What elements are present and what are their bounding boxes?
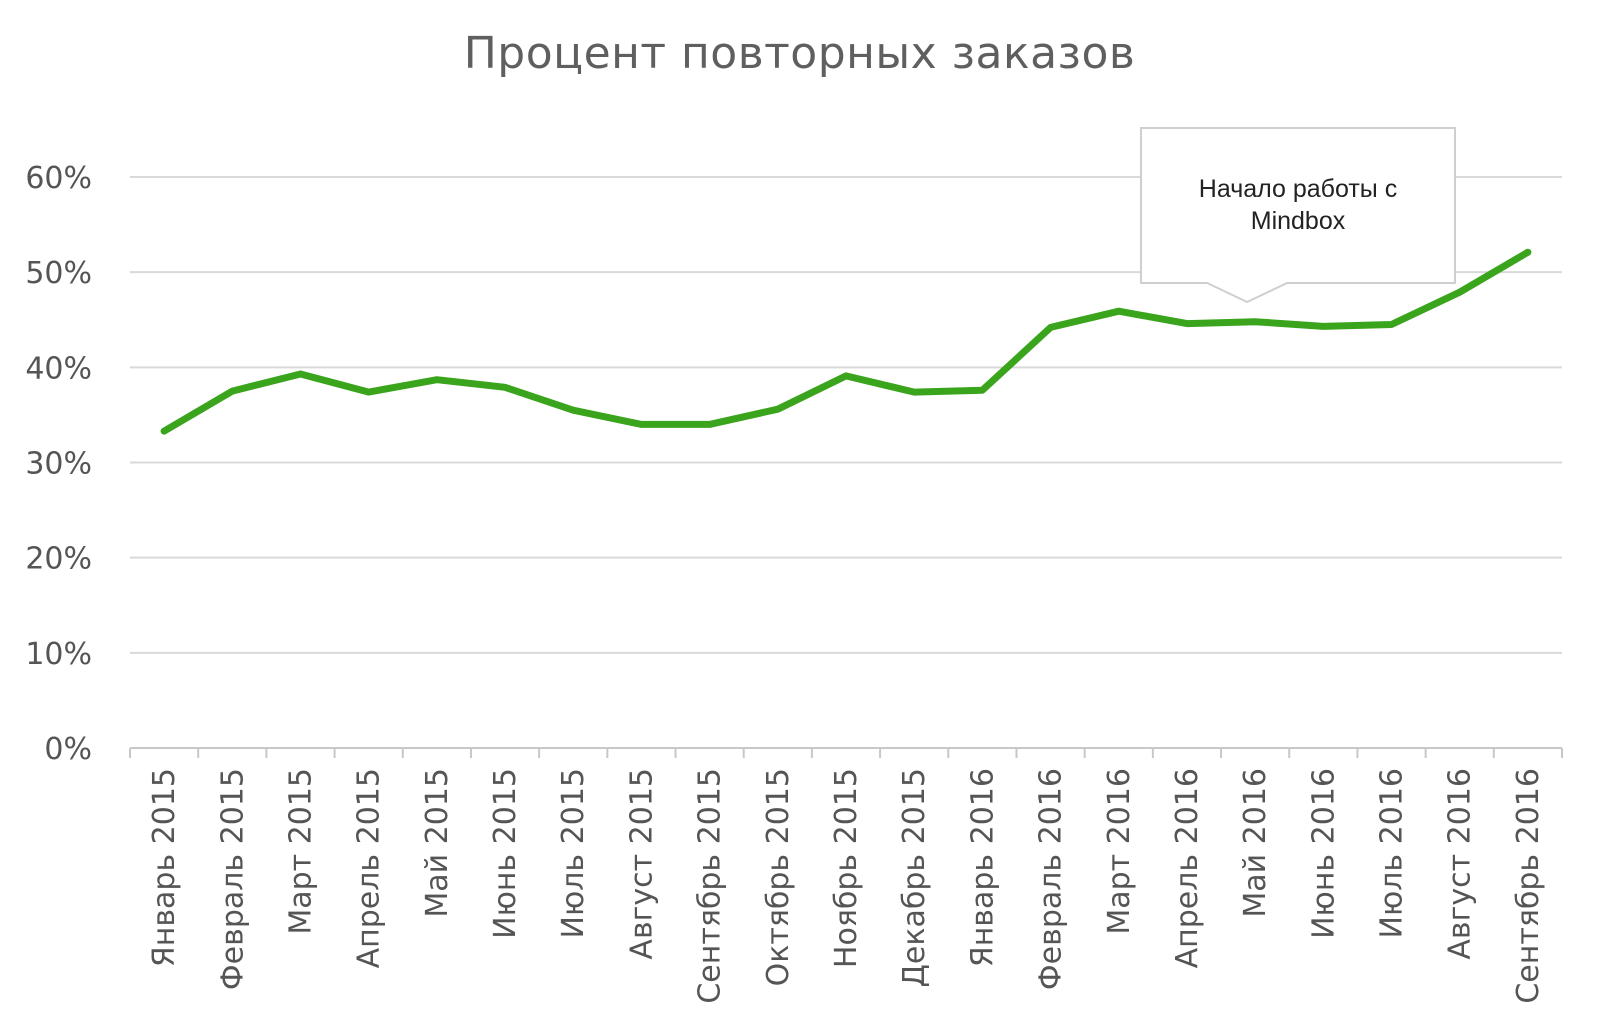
- chart-title: Процент повторных заказов: [463, 28, 1136, 79]
- x-tick-label: Сентябрь 2016: [1511, 768, 1546, 1004]
- annotation-text: Mindbox: [1251, 207, 1346, 235]
- y-tick-label: 50%: [25, 256, 92, 291]
- x-tick-label: Ноябрь 2015: [829, 768, 864, 968]
- x-tick-label: Февраль 2016: [1034, 768, 1069, 990]
- y-tick-label: 60%: [25, 161, 92, 196]
- x-tick-label: Сентябрь 2015: [693, 768, 728, 1004]
- y-tick-label: 0%: [44, 732, 92, 767]
- x-tick-label: Январь 2015: [147, 768, 182, 967]
- x-tick-label: Декабрь 2015: [897, 768, 932, 988]
- annotation-callout: [1140, 127, 1456, 304]
- y-tick-label: 30%: [25, 447, 92, 482]
- x-tick-label: Март 2016: [1102, 768, 1137, 935]
- x-tick-label: Июль 2015: [556, 768, 591, 938]
- x-tick-label: Январь 2016: [965, 768, 1000, 967]
- series-line: [160, 248, 1532, 435]
- x-tick-label: Май 2016: [1238, 768, 1273, 918]
- x-tick-label: Июнь 2016: [1306, 768, 1341, 939]
- annotation-text: Начало работы с: [1199, 175, 1397, 203]
- x-tick-label: Апрель 2015: [352, 768, 387, 968]
- y-tick-label: 10%: [25, 637, 92, 672]
- x-tick-label: Август 2015: [624, 768, 659, 960]
- x-tick-label: Август 2016: [1443, 768, 1478, 960]
- x-tick-label: Октябрь 2015: [761, 768, 796, 986]
- x-tick-label: Апрель 2016: [1170, 768, 1205, 968]
- y-tick-label: 40%: [25, 351, 92, 386]
- x-tick-label: Март 2015: [283, 768, 318, 935]
- x-tick-label: Июнь 2015: [488, 768, 523, 939]
- x-tick-label: Июль 2016: [1375, 768, 1410, 938]
- y-tick-label: 20%: [25, 542, 92, 577]
- x-tick-label: Февраль 2015: [215, 768, 250, 990]
- x-tick-label: Май 2015: [420, 768, 455, 918]
